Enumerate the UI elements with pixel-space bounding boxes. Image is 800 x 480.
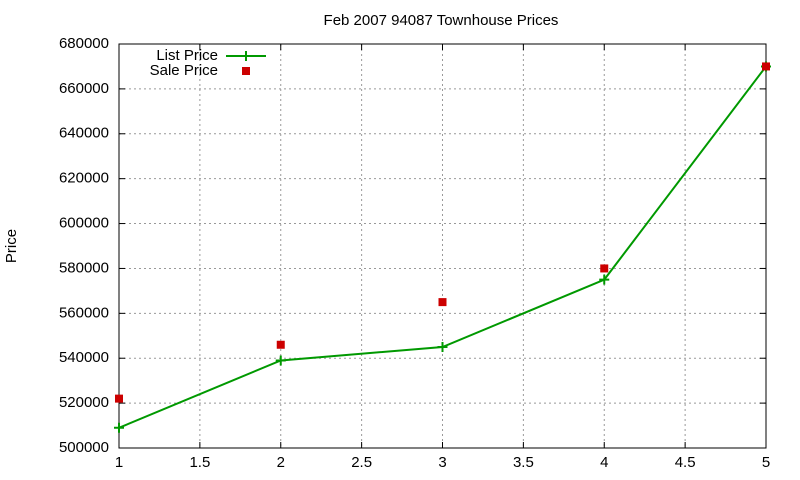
y-tick-label: 660000 <box>59 80 109 97</box>
x-tick-label: 2.5 <box>351 454 372 471</box>
data-point <box>115 394 123 403</box>
data-point <box>437 342 448 352</box>
y-tick-label: 680000 <box>59 35 109 52</box>
x-tick-label: 1.5 <box>189 454 210 471</box>
data-point <box>275 355 286 366</box>
x-tick-label: 5 <box>762 454 770 471</box>
plot-frame <box>118 43 767 449</box>
x-tick-label: 4 <box>600 454 608 471</box>
y-tick-label: 600000 <box>59 215 109 232</box>
y-tick-label: 580000 <box>59 259 109 276</box>
legend-label: Sale Price <box>150 62 218 79</box>
x-tick-label: 3.5 <box>513 454 534 471</box>
legend-label: List Price <box>156 47 218 64</box>
legend-marker <box>242 67 250 75</box>
y-tick-label: 640000 <box>59 125 109 142</box>
x-tick-label: 3 <box>438 454 446 471</box>
data-point <box>114 422 124 433</box>
x-tick-label: 2 <box>277 454 285 471</box>
y-tick-label: 540000 <box>59 349 109 366</box>
data-point <box>762 62 770 71</box>
y-tick-label: 560000 <box>59 304 109 321</box>
data-point <box>600 264 609 273</box>
y-axis-label: Price <box>3 229 20 263</box>
data-point <box>599 274 610 285</box>
y-tick-label: 520000 <box>59 394 109 411</box>
chart-title: Feb 2007 94087 Townhouse Prices <box>324 12 559 29</box>
data-point <box>438 298 447 307</box>
x-tick-label: 4.5 <box>675 454 696 471</box>
x-tick-label: 1 <box>115 454 123 471</box>
y-tick-label: 620000 <box>59 170 109 187</box>
data-point <box>276 340 285 349</box>
y-tick-label: 500000 <box>59 439 109 456</box>
legend-marker <box>241 51 251 61</box>
